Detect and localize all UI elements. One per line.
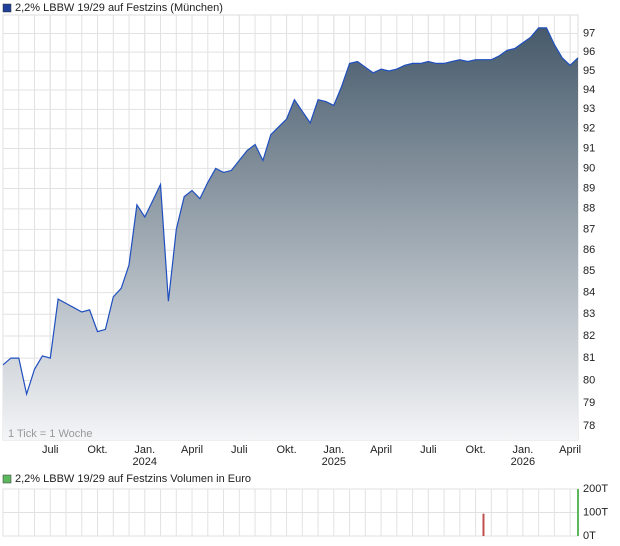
y-tick-label: 100T [583,506,608,518]
x-tick-label: Jan. [134,444,155,456]
y-tick-label: 86 [583,244,595,256]
x-tick-label: April [181,444,203,456]
x-year-label: 2024 [133,456,157,468]
line [2,27,579,397]
y-tick-label: 97 [583,27,595,39]
x-tick-label: Juli [231,444,248,456]
y-tick-label: 96 [583,46,595,58]
y-tick-label: 87 [583,223,595,235]
y-tick-label: 82 [583,330,595,342]
legend-label: 2,2% LBBW 19/29 auf Festzins (München) [15,2,223,14]
x-tick-label: April [370,444,392,456]
x-tick-label: Jan. [512,444,533,456]
y-tick-label: 90 [583,162,595,174]
x-tick-label: Okt. [276,444,296,456]
annotation: 1 Tick = 1 Woche [8,428,92,440]
x-tick-label: Juli [420,444,437,456]
x-year-label: 2025 [322,456,346,468]
x-tick-label: Juli [42,444,59,456]
y-tick-label: 80 [583,374,595,386]
y-tick-label: 88 [583,203,595,215]
y-tick-label: 200T [583,483,608,495]
y-tick-label: 89 [583,182,595,194]
y-tick-label: 95 [583,65,595,77]
volume-bar [482,513,485,536]
legend-label: 2,2% LBBW 19/29 auf Festzins Volumen in … [15,473,251,485]
y-tick-label: 85 [583,265,595,277]
y-tick-label: 0T [583,530,596,542]
y-tick-label: 79 [583,397,595,409]
x-tick-label: Jan. [323,444,344,456]
legend-swatch [2,474,12,484]
legend-swatch [2,3,12,13]
y-tick-label: 78 [583,420,595,432]
area [3,27,578,441]
y-tick-label: 83 [583,308,595,320]
x-tick-label: Okt. [87,444,107,456]
y-tick-label: 94 [583,84,595,96]
volume-bar [577,489,579,536]
y-tick-label: 91 [583,142,595,154]
y-tick-label: 92 [583,123,595,135]
x-tick-label: Okt. [466,444,486,456]
x-year-label: 2026 [511,456,535,468]
x-tick-label: April [559,444,581,456]
y-tick-label: 81 [583,352,595,364]
y-tick-label: 93 [583,103,595,115]
y-tick-label: 84 [583,287,595,299]
